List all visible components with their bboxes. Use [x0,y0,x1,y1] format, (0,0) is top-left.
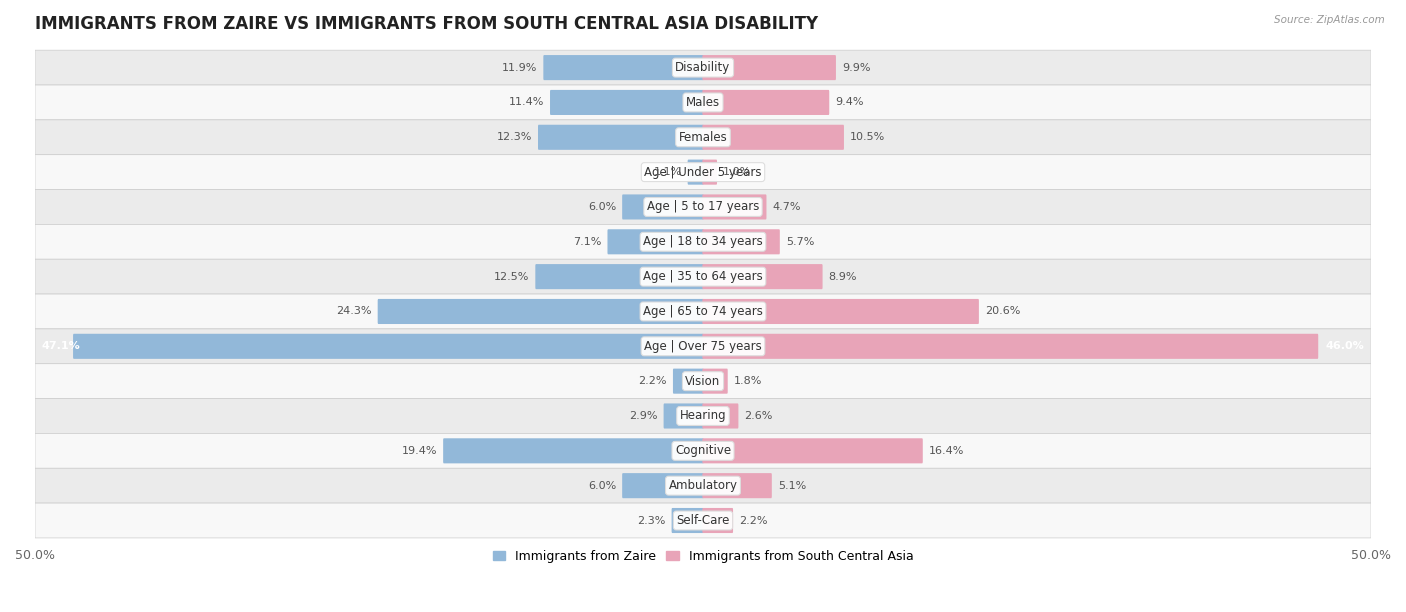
Text: 2.2%: 2.2% [638,376,666,386]
FancyBboxPatch shape [703,264,823,289]
Text: Age | 5 to 17 years: Age | 5 to 17 years [647,201,759,214]
FancyBboxPatch shape [703,334,1319,359]
Text: Vision: Vision [685,375,721,387]
Text: Age | 18 to 34 years: Age | 18 to 34 years [643,235,763,248]
FancyBboxPatch shape [35,398,1371,433]
Text: Females: Females [679,131,727,144]
FancyBboxPatch shape [35,225,1371,259]
Text: 8.9%: 8.9% [828,272,858,282]
FancyBboxPatch shape [623,473,703,498]
Text: 2.6%: 2.6% [744,411,773,421]
Text: 20.6%: 20.6% [984,307,1021,316]
FancyBboxPatch shape [703,160,717,185]
Text: Disability: Disability [675,61,731,74]
FancyBboxPatch shape [35,503,1371,538]
FancyBboxPatch shape [703,299,979,324]
FancyBboxPatch shape [543,55,703,80]
Text: 2.9%: 2.9% [628,411,658,421]
FancyBboxPatch shape [35,190,1371,225]
Text: Males: Males [686,96,720,109]
Text: 19.4%: 19.4% [402,446,437,456]
Text: 9.4%: 9.4% [835,97,863,108]
Text: 12.5%: 12.5% [494,272,529,282]
Text: 6.0%: 6.0% [588,202,616,212]
Text: 46.0%: 46.0% [1326,341,1364,351]
FancyBboxPatch shape [664,403,703,428]
FancyBboxPatch shape [443,438,703,463]
FancyBboxPatch shape [703,403,738,428]
Text: Age | Under 5 years: Age | Under 5 years [644,166,762,179]
Text: Age | 35 to 64 years: Age | 35 to 64 years [643,270,763,283]
Legend: Immigrants from Zaire, Immigrants from South Central Asia: Immigrants from Zaire, Immigrants from S… [488,545,918,568]
Text: 47.1%: 47.1% [42,341,80,351]
FancyBboxPatch shape [623,195,703,220]
Text: 16.4%: 16.4% [929,446,965,456]
Text: 9.9%: 9.9% [842,62,870,73]
FancyBboxPatch shape [378,299,703,324]
FancyBboxPatch shape [35,329,1371,364]
FancyBboxPatch shape [688,160,703,185]
FancyBboxPatch shape [35,294,1371,329]
Text: 5.1%: 5.1% [778,480,806,491]
FancyBboxPatch shape [536,264,703,289]
FancyBboxPatch shape [550,90,703,115]
FancyBboxPatch shape [703,368,728,394]
Text: 1.8%: 1.8% [734,376,762,386]
Text: Source: ZipAtlas.com: Source: ZipAtlas.com [1274,15,1385,25]
FancyBboxPatch shape [35,364,1371,398]
FancyBboxPatch shape [73,334,703,359]
Text: Ambulatory: Ambulatory [668,479,738,492]
FancyBboxPatch shape [35,85,1371,120]
Text: 5.7%: 5.7% [786,237,814,247]
FancyBboxPatch shape [35,259,1371,294]
FancyBboxPatch shape [703,508,733,533]
FancyBboxPatch shape [703,438,922,463]
Text: Age | Over 75 years: Age | Over 75 years [644,340,762,353]
Text: 1.0%: 1.0% [723,167,751,177]
Text: Cognitive: Cognitive [675,444,731,457]
Text: 2.2%: 2.2% [740,515,768,526]
FancyBboxPatch shape [672,508,703,533]
FancyBboxPatch shape [703,195,766,220]
FancyBboxPatch shape [703,230,780,255]
Text: 2.3%: 2.3% [637,515,665,526]
FancyBboxPatch shape [703,473,772,498]
Text: 12.3%: 12.3% [496,132,531,142]
FancyBboxPatch shape [673,368,703,394]
FancyBboxPatch shape [538,125,703,150]
Text: 6.0%: 6.0% [588,480,616,491]
Text: 10.5%: 10.5% [851,132,886,142]
Text: 4.7%: 4.7% [772,202,801,212]
Text: Hearing: Hearing [679,409,727,422]
FancyBboxPatch shape [35,468,1371,503]
Text: 24.3%: 24.3% [336,307,371,316]
FancyBboxPatch shape [703,55,837,80]
FancyBboxPatch shape [35,50,1371,85]
FancyBboxPatch shape [35,120,1371,155]
FancyBboxPatch shape [607,230,703,255]
Text: Self-Care: Self-Care [676,514,730,527]
FancyBboxPatch shape [703,90,830,115]
Text: 7.1%: 7.1% [574,237,602,247]
FancyBboxPatch shape [35,433,1371,468]
FancyBboxPatch shape [703,125,844,150]
Text: IMMIGRANTS FROM ZAIRE VS IMMIGRANTS FROM SOUTH CENTRAL ASIA DISABILITY: IMMIGRANTS FROM ZAIRE VS IMMIGRANTS FROM… [35,15,818,33]
FancyBboxPatch shape [35,155,1371,190]
Text: 11.9%: 11.9% [502,62,537,73]
Text: 1.1%: 1.1% [654,167,682,177]
Text: Age | 65 to 74 years: Age | 65 to 74 years [643,305,763,318]
Text: 11.4%: 11.4% [509,97,544,108]
